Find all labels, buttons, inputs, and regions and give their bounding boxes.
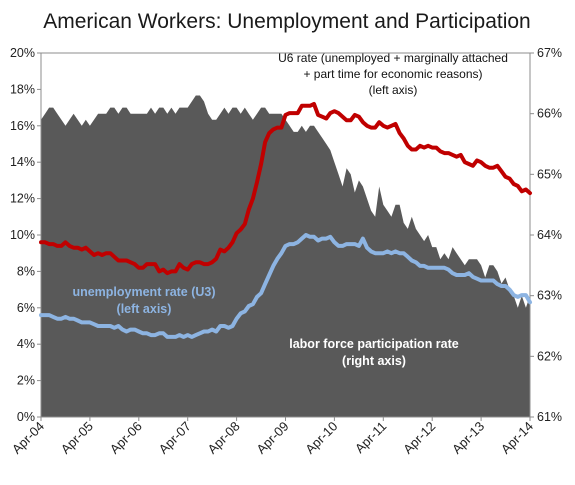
left-axis-tick-label: 16% — [10, 119, 35, 133]
participation-annotation: (right axis) — [342, 354, 406, 368]
u6-annotation: (left axis) — [369, 83, 418, 97]
u6-annotation: U6 rate (unemployed + marginally attache… — [278, 51, 508, 65]
u6-annotation: + part time for economic reasons) — [303, 67, 482, 81]
left-axis-tick-label: 4% — [17, 337, 35, 351]
left-axis-tick-label: 14% — [10, 155, 35, 169]
u6-line — [39, 102, 532, 276]
left-axis-tick-label: 20% — [10, 46, 35, 60]
u3-line — [39, 233, 532, 339]
left-axis-tick-label: 8% — [17, 264, 35, 278]
right-axis-tick-label: 64% — [537, 228, 562, 242]
participation-area — [41, 95, 530, 417]
left-axis-tick-label: 10% — [10, 228, 35, 242]
right-axis-tick-label: 61% — [537, 410, 562, 424]
left-axis-tick-label: 18% — [10, 82, 35, 96]
right-axis-tick-label: 62% — [537, 349, 562, 363]
left-axis-tick-label: 0% — [17, 410, 35, 424]
right-axis-tick-label: 65% — [537, 167, 562, 181]
right-axis-tick-label: 63% — [537, 289, 562, 303]
u3-annotation: unemployment rate (U3) — [72, 285, 215, 299]
right-axis-tick-label: 67% — [537, 46, 562, 60]
participation-annotation: labor force participation rate — [289, 337, 459, 351]
left-axis-tick-label: 2% — [17, 374, 35, 388]
u3-annotation: (left axis) — [117, 302, 172, 316]
left-axis-tick-label: 12% — [10, 192, 35, 206]
right-axis-tick-label: 66% — [537, 107, 562, 121]
chart-title: American Workers: Unemployment and Parti… — [43, 10, 530, 33]
left-axis-tick-label: 6% — [17, 301, 35, 315]
